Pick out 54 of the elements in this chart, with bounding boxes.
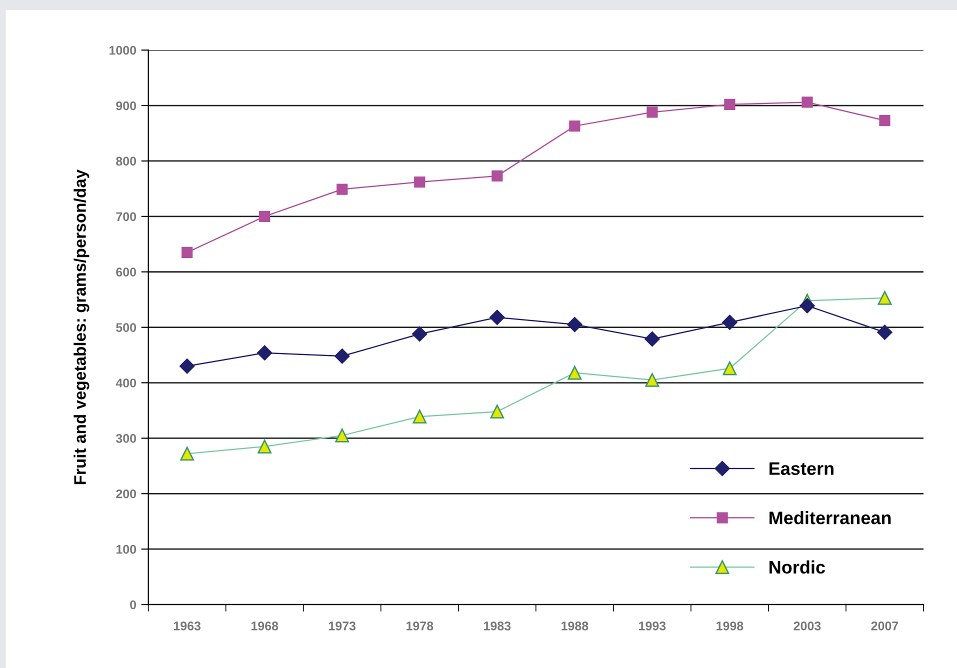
y-tick-label: 900 [116, 101, 136, 110]
point [490, 404, 504, 419]
x-tick-label: 2003 [794, 622, 821, 630]
point [258, 440, 272, 454]
point [490, 310, 505, 325]
legend-label: Mediterranean [770, 511, 891, 524]
y-tick-label: 0 [130, 600, 136, 610]
point [646, 106, 658, 118]
legend-label: Eastern [770, 462, 834, 475]
point [722, 361, 737, 376]
x-tick-label: 1983 [484, 622, 511, 630]
point [182, 246, 193, 258]
x-tick-label: 1963 [174, 622, 201, 630]
point [569, 120, 580, 132]
point [877, 324, 892, 340]
y-axis-title: Fruit and vegetables: grams/person/day [74, 169, 90, 484]
point [722, 314, 738, 330]
x-tick-label: 1973 [329, 622, 356, 630]
y-tick-label: 200 [116, 489, 136, 498]
point [412, 410, 427, 424]
point [567, 316, 582, 332]
point [492, 170, 503, 182]
point [644, 331, 660, 347]
point [180, 446, 194, 461]
y-tick-label: 100 [116, 544, 136, 554]
y-tick-label: 600 [116, 268, 136, 277]
x-tick-label: 1993 [639, 622, 666, 630]
point [568, 366, 582, 380]
point [336, 184, 348, 195]
point [802, 96, 813, 108]
x-tick-label: 2007 [871, 622, 898, 630]
point [412, 326, 428, 342]
y-tick-label: 400 [116, 378, 136, 388]
y-tick-label: 300 [116, 434, 136, 443]
x-tick-label: 1998 [716, 622, 744, 630]
point [879, 114, 890, 126]
point [414, 176, 426, 188]
y-tick-label: 500 [116, 323, 136, 332]
x-tick-label: 1968 [251, 622, 278, 630]
y-tick-label: 800 [116, 156, 136, 166]
point [800, 298, 815, 314]
point [878, 290, 892, 305]
y-tick-label: 1000 [110, 46, 136, 55]
point [645, 373, 660, 387]
point [259, 210, 270, 222]
point [334, 348, 350, 364]
point [257, 345, 272, 360]
point [180, 358, 195, 374]
y-tick-label: 700 [116, 212, 136, 222]
point [335, 428, 350, 442]
legend-label: Nordic [770, 560, 825, 574]
x-tick-label: 1978 [406, 622, 434, 630]
point [724, 98, 736, 110]
x-tick-label: 1988 [562, 622, 588, 630]
